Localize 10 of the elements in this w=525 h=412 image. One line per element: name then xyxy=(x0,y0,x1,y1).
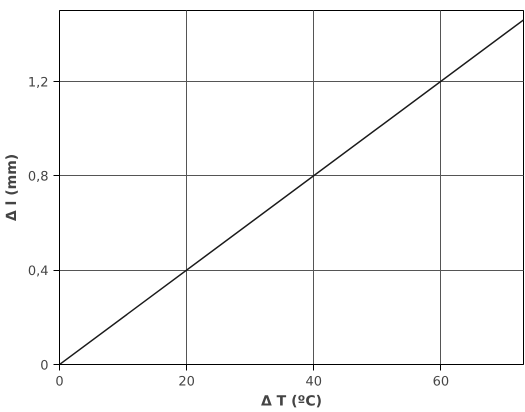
x-tick-label: 60 xyxy=(432,374,450,390)
x-tick-label: 0 xyxy=(55,374,64,390)
y-axis-title: Δ l (mm) xyxy=(4,154,20,222)
y-tick-label: 0,8 xyxy=(28,170,49,185)
y-tick-label: 1,2 xyxy=(28,75,49,90)
x-tick-label: 20 xyxy=(178,374,195,390)
y-tick-label: 0,4 xyxy=(28,264,49,280)
x-axis-title: Δ T (ºC) xyxy=(260,394,322,410)
x-tick-label: 40 xyxy=(305,374,322,390)
y-tick-label: 0 xyxy=(40,358,49,374)
